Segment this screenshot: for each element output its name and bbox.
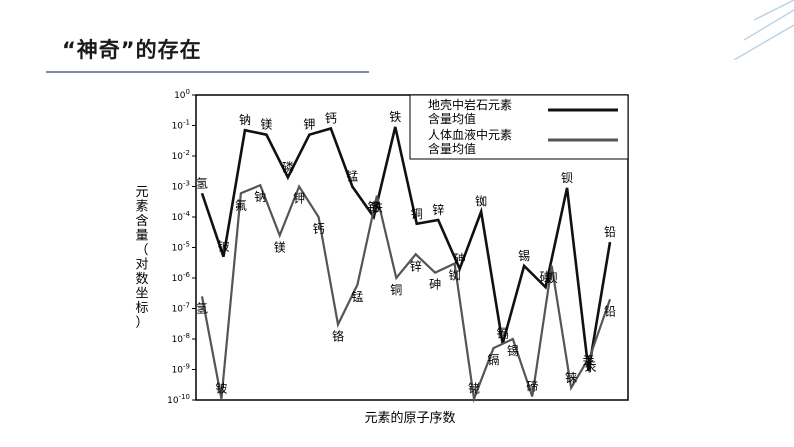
series-0-label-18: 汞 xyxy=(583,354,595,368)
y-tick-label-0: 100 xyxy=(174,88,190,101)
series-1-label-7: 铬 xyxy=(332,328,344,343)
series-1-label-1: 铍 xyxy=(215,382,227,396)
y-axis-title-char-2: 含 xyxy=(135,213,148,229)
legend-label-1-line2: 含量均值 xyxy=(428,141,476,156)
series-1-label-13: 铷 xyxy=(449,267,461,282)
y-tick-label-9: 10-9 xyxy=(172,363,190,376)
series-1-label-12: 砷 xyxy=(429,278,441,292)
series-0-label-8: 铬 xyxy=(368,199,380,214)
y-tick-label-4: 10-4 xyxy=(172,210,191,223)
y-tick-label-5: 10-5 xyxy=(172,241,190,254)
legend-label-0-line1: 地壳中岩石元素 xyxy=(428,97,512,112)
series-line-1 xyxy=(200,183,612,404)
y-tick-label-3: 10-3 xyxy=(172,180,190,193)
y-axis-title-char-3: 量 xyxy=(135,229,148,244)
series-0-label-2: 钠 xyxy=(239,112,251,127)
y-axis-title-char-8: 标 xyxy=(135,301,148,316)
legend: 地壳中岩石元素 含量均值 人体血液中元素 含量均值 xyxy=(409,94,629,160)
series-1-label-14: 铑 xyxy=(468,382,480,396)
series-1-label-4: 镁 xyxy=(274,240,286,254)
series-0-label-12: 砷 xyxy=(454,252,466,266)
series-0-label-4: 磷 xyxy=(282,159,294,174)
deco-line-2 xyxy=(743,9,794,41)
series-1-label-17: 碲 xyxy=(526,379,538,394)
y-axis-title-char-7: 坐 xyxy=(135,287,148,302)
y-tick-label-2: 10-2 xyxy=(172,149,190,162)
series-0-label-10: 铜 xyxy=(411,206,423,221)
series-0-label-19: 铅 xyxy=(604,225,616,239)
corner-decoration xyxy=(734,0,794,60)
series-0-label-9: 铁 xyxy=(389,110,401,124)
series-1-label-5: 钾 xyxy=(293,192,305,206)
series-0-label-1: 铍 xyxy=(217,240,229,254)
series-1-label-15: 镉 xyxy=(487,353,499,367)
deco-line-3 xyxy=(734,24,794,60)
deco-line-1 xyxy=(753,0,794,21)
series-1-label-21: 铅 xyxy=(604,304,616,318)
series-1-label-20: 汞 xyxy=(585,360,597,374)
y-axis-title-char-6: 数 xyxy=(135,272,148,287)
y-tick-label-8: 10-8 xyxy=(172,332,190,345)
series-1-label-11: 锌 xyxy=(410,259,422,273)
series-0-label-7: 锰 xyxy=(346,169,358,184)
x-axis-title: 元素的原子序数 xyxy=(364,410,455,426)
series-0-label-14: 镉 xyxy=(497,327,509,341)
title-underline xyxy=(46,71,369,73)
legend-label-1-line1: 人体血液中元素 xyxy=(428,127,512,142)
series-1-label-18: 钡 xyxy=(546,271,558,285)
series-0-label-11: 锌 xyxy=(432,203,444,217)
series-lines xyxy=(200,126,612,404)
slide-title: “神奇”的存在 xyxy=(62,38,202,62)
legend-box xyxy=(409,94,629,160)
series-1-label-9: 铁 xyxy=(371,201,383,215)
series-0-label-5: 钾 xyxy=(303,118,315,132)
series-1-label-0: 氢 xyxy=(196,300,208,315)
y-axis-ticks: 100 10-1 10-2 10-3 10-4 10-5 10-6 10-7 10-8 10-9 1… xyxy=(167,88,196,406)
series-0-label-16: 碘 xyxy=(540,270,552,284)
y-axis-title-char-5: 对 xyxy=(135,258,148,273)
series-1-label-3: 钠 xyxy=(254,189,266,204)
series-line-0 xyxy=(200,126,612,372)
y-tick-label-1: 10-1 xyxy=(172,119,190,132)
y-tick-label-6: 10-6 xyxy=(172,271,191,284)
y-tick-label-7: 10-7 xyxy=(172,302,190,315)
series-1-label-19: 铼 xyxy=(565,371,577,385)
series-1-label-8: 锰 xyxy=(351,289,363,304)
y-axis-title-char-4: （ xyxy=(135,243,148,258)
series-0-label-13: 铷 xyxy=(475,194,487,209)
series-0-label-17: 钡 xyxy=(561,171,573,185)
y-axis-title-char-9: ） xyxy=(135,316,148,331)
series-1-label-16: 锡 xyxy=(507,343,519,358)
series-1-label-10: 铜 xyxy=(390,282,402,297)
y-tick-label-10: 10-10 xyxy=(167,393,190,406)
y-axis-title-char-0: 元 xyxy=(135,185,148,200)
series-0-label-15: 锡 xyxy=(518,248,530,263)
series-0-label-6: 钙 xyxy=(325,111,337,125)
series-0-label-0: 氢 xyxy=(196,175,208,190)
legend-label-0-line2: 含量均值 xyxy=(428,111,476,126)
series-1-label-2: 氟 xyxy=(235,198,247,212)
series-1-label-6: 钙 xyxy=(313,222,325,236)
series-0-label-3: 镁 xyxy=(260,118,272,132)
y-axis-title-char-1: 素 xyxy=(135,200,148,215)
